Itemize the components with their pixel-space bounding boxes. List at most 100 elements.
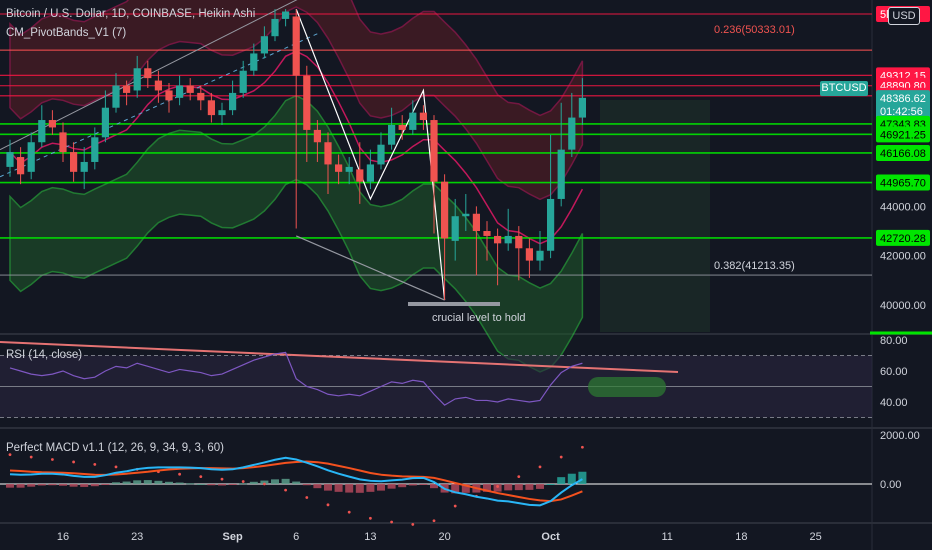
macd-histogram-bar xyxy=(249,481,258,484)
candle-body xyxy=(91,137,99,162)
candle-body xyxy=(377,144,385,165)
macd-histogram-bar xyxy=(567,473,576,484)
time-tick-label: Oct xyxy=(541,531,560,543)
price-marker-label: 44965.70 xyxy=(880,178,926,190)
macd-histogram-bar xyxy=(154,480,163,484)
macd-histogram-bar xyxy=(546,484,555,485)
price-marker-bg xyxy=(876,229,930,246)
price-marker-bg xyxy=(876,126,930,143)
macd-histogram-bar xyxy=(186,483,195,485)
macd-histogram-bar xyxy=(101,484,110,485)
macd-dot xyxy=(538,465,542,469)
macd-dot xyxy=(241,480,245,483)
macd-dot xyxy=(8,453,12,456)
time-tick-label: Sep xyxy=(223,531,243,543)
price-marker-label: 5l xyxy=(880,9,889,21)
candle-body xyxy=(345,166,353,172)
macd-histogram-bar xyxy=(324,484,332,491)
candle-body xyxy=(271,18,279,37)
price-marker-label: 48386.62 xyxy=(880,93,926,105)
rsi-tick-label: 40.00 xyxy=(880,397,908,409)
macd-label: Perfect MACD v1.1 (12, 26, 9, 34, 9, 3, … xyxy=(6,442,224,454)
macd-histogram-bar xyxy=(196,484,205,485)
candle-body xyxy=(419,112,427,121)
macd-histogram-bar xyxy=(557,477,566,484)
macd-histogram-bar xyxy=(281,478,290,484)
candle-body xyxy=(356,169,364,182)
macd-dot xyxy=(51,458,54,461)
candle-body xyxy=(472,213,480,232)
macd-histogram-bar xyxy=(430,484,438,489)
time-tick-label: 18 xyxy=(735,531,747,543)
candle-body xyxy=(112,85,120,108)
macd-histogram-bar xyxy=(6,484,14,488)
macd-histogram-bar xyxy=(461,484,470,493)
macd-histogram-bar xyxy=(133,480,142,484)
fib-236-label: 0.236(50333.01) xyxy=(714,24,795,36)
macd-histogram-bar xyxy=(112,482,120,484)
macd-dot xyxy=(517,475,521,479)
candle-body xyxy=(388,124,396,145)
downtrend-line xyxy=(295,235,445,301)
price-marker-bg xyxy=(876,174,930,191)
rsi-tick-label: 60.00 xyxy=(880,366,908,378)
macd-histogram-bar xyxy=(345,484,354,493)
candle-body xyxy=(229,92,237,111)
macd-dot xyxy=(326,503,330,507)
candle-body xyxy=(525,248,533,261)
candle-body xyxy=(462,213,470,217)
time-tick-label: 13 xyxy=(364,531,376,543)
price-marker-label: 47343.83 xyxy=(880,119,926,131)
macd-histogram-bar xyxy=(387,484,396,489)
candle-body xyxy=(48,120,56,128)
candle-body xyxy=(165,90,173,101)
macd-histogram-bar xyxy=(451,484,460,494)
candle-body xyxy=(409,112,417,130)
macd-histogram-bar xyxy=(525,484,534,490)
candle-body xyxy=(398,124,406,130)
macd-histogram-bar xyxy=(313,484,322,489)
price-tick-label: 40000.00 xyxy=(880,300,926,312)
macd-histogram-bar xyxy=(239,483,248,485)
macd-histogram-bar xyxy=(483,484,491,492)
rsi-line xyxy=(9,351,583,406)
candle-body xyxy=(27,142,35,172)
candle-body xyxy=(536,250,544,261)
candle-body xyxy=(260,36,268,54)
macd-line xyxy=(9,456,583,507)
time-tick-label: 20 xyxy=(438,531,450,543)
candle-body xyxy=(451,216,459,241)
candle-body xyxy=(38,120,46,143)
macd-dot xyxy=(411,523,415,526)
candle-body xyxy=(547,198,555,251)
macd-histogram-bar xyxy=(578,471,587,484)
candle-body xyxy=(80,161,88,172)
macd-histogram-bar xyxy=(514,484,523,491)
price-marker-label: 01:42:56 xyxy=(880,106,923,118)
macd-dot xyxy=(220,477,224,481)
candle-body xyxy=(335,164,343,172)
macd-histogram-bar xyxy=(37,484,46,486)
candle-body xyxy=(557,149,565,199)
rsi-highlight xyxy=(588,377,666,397)
candle-body xyxy=(218,110,226,116)
macd-dot xyxy=(369,516,372,520)
candle-body xyxy=(197,92,205,101)
candle-body xyxy=(282,11,290,19)
macd-dot xyxy=(432,519,436,523)
currency-button[interactable]: USD xyxy=(888,7,920,25)
candle-body xyxy=(207,100,215,116)
candle-body xyxy=(483,231,491,236)
crucial-level-marker xyxy=(408,302,500,306)
macd-histogram-bar xyxy=(377,484,385,491)
macd-dot xyxy=(496,485,499,488)
rsi-trendline xyxy=(0,341,679,373)
candle-body xyxy=(154,80,162,91)
candle-body xyxy=(292,16,300,76)
macd-histogram-bar xyxy=(165,481,173,484)
symbol-tag: BTCUSD xyxy=(820,81,868,96)
macd-dot xyxy=(284,488,287,492)
candle-body xyxy=(144,68,152,79)
macd-histogram-bar xyxy=(122,481,131,484)
